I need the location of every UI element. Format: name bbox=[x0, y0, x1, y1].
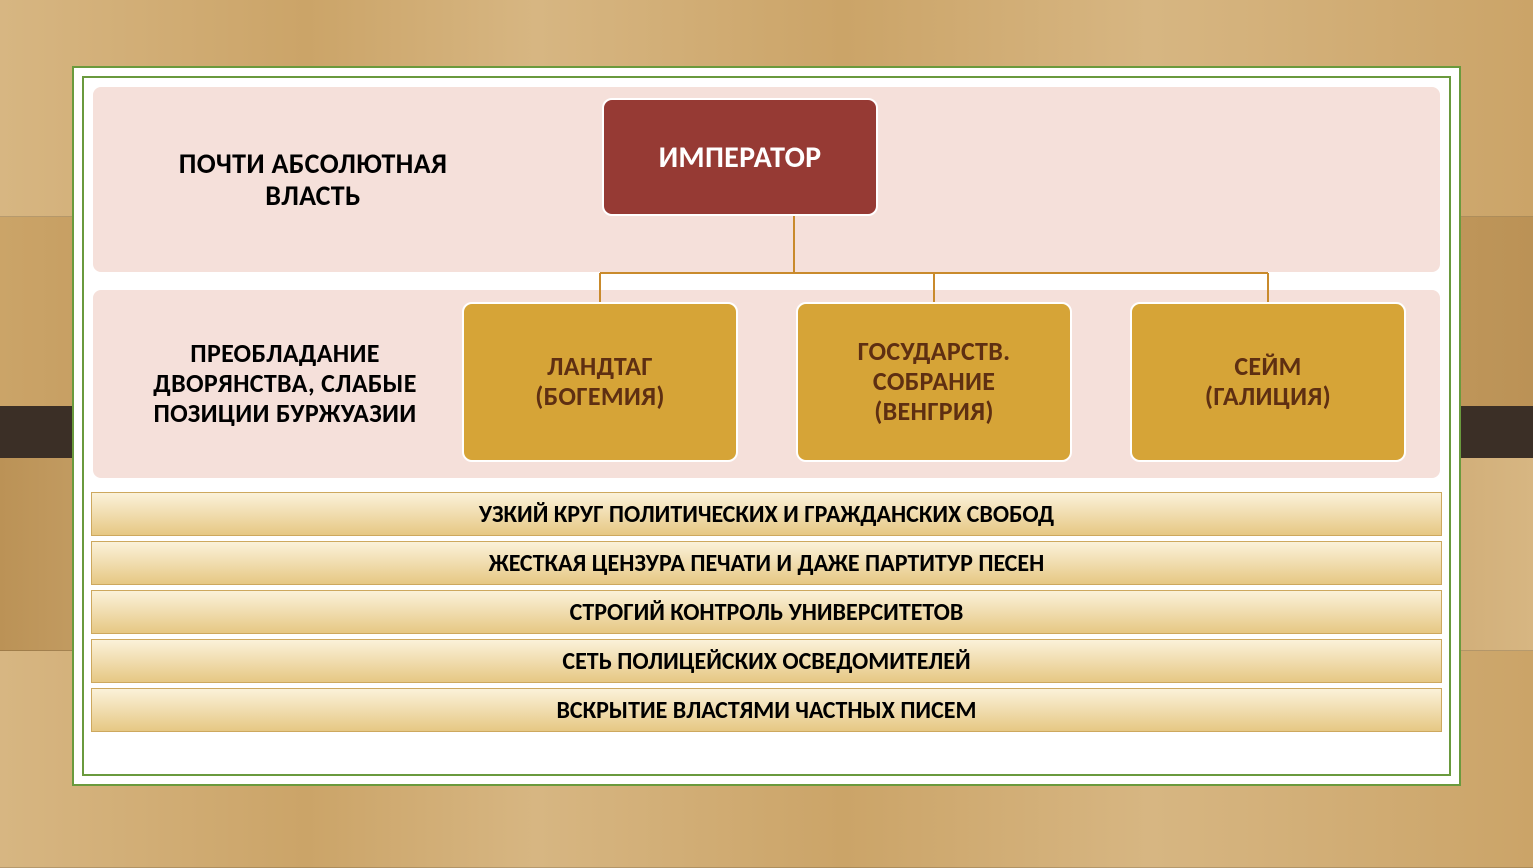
feature-bar: ВСКРЫТИЕ ВЛАСТЯМИ ЧАСТНЫХ ПИСЕМ bbox=[91, 688, 1442, 732]
bar-text: ЖЕСТКАЯ ЦЕНЗУРА ПЕЧАТИ И ДАЖЕ ПАРТИТУР П… bbox=[489, 549, 1044, 578]
text-line: ПОЧТИ АБСОЛЮТНАЯ bbox=[123, 147, 503, 179]
text-line: ЛАНДТАГ bbox=[547, 352, 653, 382]
text-line: ПОЗИЦИИ БУРЖУАЗИИ bbox=[105, 399, 465, 429]
text-line: ДВОРЯНСТВА, СЛАБЫЕ bbox=[105, 369, 465, 399]
child-node-landtag: ЛАНДТАГ (БОГЕМИЯ) bbox=[462, 302, 738, 462]
child-node-state-assembly: ГОСУДАРСТВ. СОБРАНИЕ (ВЕНГРИЯ) bbox=[796, 302, 1072, 462]
feature-bar: ЖЕСТКАЯ ЦЕНЗУРА ПЕЧАТИ И ДАЖЕ ПАРТИТУР П… bbox=[91, 541, 1442, 585]
text-line: (ВЕНГРИЯ) bbox=[874, 397, 994, 427]
slide-inner-frame: ПОЧТИ АБСОЛЮТНАЯ ВЛАСТЬ ИМПЕРАТОР ПРЕОБЛ… bbox=[82, 76, 1451, 776]
bar-text: СТРОГИЙ КОНТРОЛЬ УНИВЕРСИТЕТОВ bbox=[570, 598, 964, 627]
text-line: ПРЕОБЛАДАНИЕ bbox=[105, 339, 465, 369]
text-line: СОБРАНИЕ bbox=[873, 367, 995, 397]
bar-text: ВСКРЫТИЕ ВЛАСТЯМИ ЧАСТНЫХ ПИСЕМ bbox=[557, 696, 977, 725]
top-panel-caption: ПОЧТИ АБСОЛЮТНАЯ ВЛАСТЬ bbox=[123, 147, 503, 211]
text-line: ГОСУДАРСТВ. bbox=[858, 337, 1011, 367]
slide-outer-frame: ПОЧТИ АБСОЛЮТНАЯ ВЛАСТЬ ИМПЕРАТОР ПРЕОБЛ… bbox=[72, 66, 1461, 786]
text-line: (ГАЛИЦИЯ) bbox=[1205, 382, 1331, 412]
feature-bar: СЕТЬ ПОЛИЦЕЙСКИХ ОСВЕДОМИТЕЛЕЙ bbox=[91, 639, 1442, 683]
text-line: (БОГЕМИЯ) bbox=[535, 382, 664, 412]
feature-bar: УЗКИЙ КРУГ ПОЛИТИЧЕСКИХ И ГРАЖДАНСКИХ СВ… bbox=[91, 492, 1442, 536]
feature-bar: СТРОГИЙ КОНТРОЛЬ УНИВЕРСИТЕТОВ bbox=[91, 590, 1442, 634]
emperor-node: ИМПЕРАТОР bbox=[602, 98, 878, 216]
emperor-label: ИМПЕРАТОР bbox=[659, 139, 822, 176]
text-line: ВЛАСТЬ bbox=[123, 180, 503, 212]
bar-text: СЕТЬ ПОЛИЦЕЙСКИХ ОСВЕДОМИТЕЛЕЙ bbox=[562, 647, 970, 676]
text-line: СЕЙМ bbox=[1234, 352, 1301, 382]
child-node-sejm: СЕЙМ (ГАЛИЦИЯ) bbox=[1130, 302, 1406, 462]
mid-panel-caption: ПРЕОБЛАДАНИЕ ДВОРЯНСТВА, СЛАБЫЕ ПОЗИЦИИ … bbox=[105, 339, 465, 429]
bar-text: УЗКИЙ КРУГ ПОЛИТИЧЕСКИХ И ГРАЖДАНСКИХ СВ… bbox=[479, 500, 1054, 529]
